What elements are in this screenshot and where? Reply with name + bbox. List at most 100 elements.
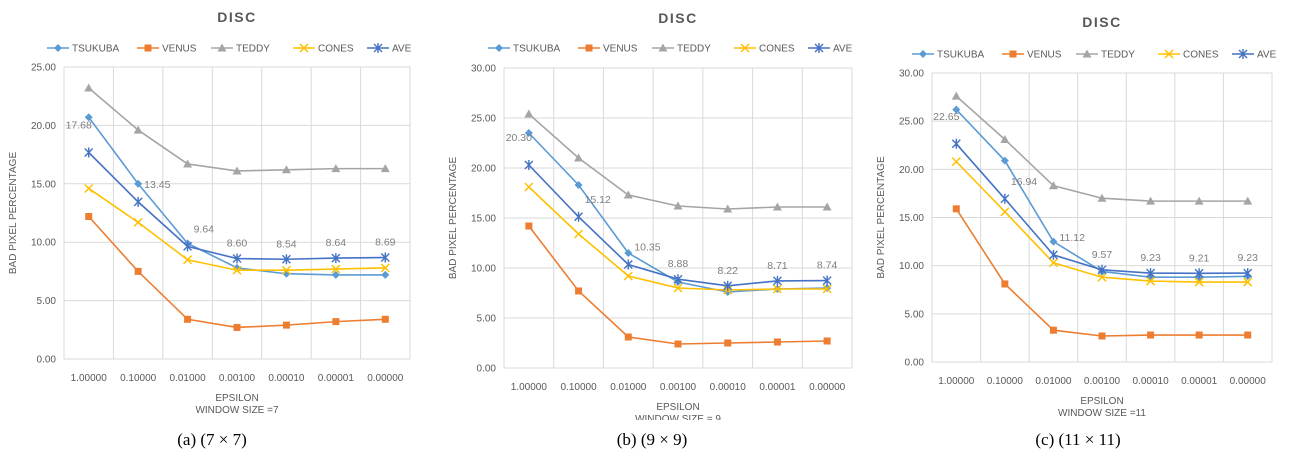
x-tick-label: 0.00010 (268, 373, 305, 384)
figure-caption: (a) (7 × 7) (177, 430, 247, 449)
series-teddy (524, 109, 832, 213)
data-point (1000, 134, 1010, 143)
x-tick-label: 1.00000 (938, 376, 975, 387)
y-tick-label: 10.00 (471, 264, 496, 275)
series-line (88, 215, 386, 329)
x-tick-label: 0.10000 (560, 382, 597, 393)
data-point (1243, 268, 1253, 279)
data-point (951, 138, 961, 149)
data-label: 9.57 (1092, 249, 1113, 261)
data-point (184, 315, 192, 323)
legend-label: VENUS (162, 44, 197, 55)
chart-title: DISC (217, 9, 256, 25)
legend-label: TSUKUBA (72, 44, 120, 55)
data-point (623, 271, 633, 281)
data-point (134, 267, 142, 275)
data-point (951, 157, 961, 167)
data-point (524, 182, 534, 192)
data-point (1000, 193, 1010, 204)
x-tick-label: 0.00001 (318, 373, 355, 384)
legend-item-tsukuba: TSUKUBA (488, 44, 561, 55)
x-axis-sublabel: WINDOW SIZE =11 (1058, 408, 1146, 419)
data-point (1049, 237, 1058, 246)
data-point (623, 190, 633, 199)
y-axis-label: BAD PIXEL PERCENTAGE (448, 157, 459, 280)
x-tick-label: 1.00000 (511, 382, 548, 393)
legend-label: TEDDY (236, 44, 270, 55)
line-chart: DISC TSUKUBA VENUS TEDDY CONES AVE 0.00 5.00 10.… (8, 9, 412, 416)
data-point (133, 217, 143, 227)
x-tick-label: 0.00001 (759, 382, 796, 393)
data-point (1195, 331, 1203, 339)
data-point (1243, 196, 1253, 205)
y-axis-label: BAD PIXEL PERCENTAGE (8, 152, 19, 275)
x-tick-label: 0.01000 (1035, 376, 1072, 387)
legend-item-cones: CONES (293, 43, 354, 55)
legend-label: CONES (1183, 50, 1219, 61)
legend-marker (585, 44, 593, 52)
series-cones (84, 183, 390, 275)
data-label: 8.22 (717, 265, 738, 277)
y-tick-label: 0.00 (37, 355, 57, 366)
data-label: 8.88 (668, 258, 689, 270)
data-point (1194, 277, 1204, 287)
legend-marker (919, 50, 927, 58)
series-line (88, 87, 386, 172)
data-point (133, 125, 143, 134)
legend-marker (217, 43, 227, 52)
legend-item-venus: VENUS (137, 44, 197, 55)
x-tick-label: 0.00001 (1181, 376, 1218, 387)
series-venus (952, 205, 1252, 340)
data-point (524, 129, 533, 137)
x-tick-label: 0.00010 (710, 382, 747, 393)
legend-marker (495, 44, 503, 52)
y-tick-label: 5.00 (477, 314, 497, 325)
data-point (381, 270, 390, 279)
data-point (1243, 277, 1253, 287)
data-point (624, 333, 632, 341)
data-point (84, 83, 94, 92)
data-point (574, 211, 584, 222)
x-tick-label: 0.01000 (169, 373, 206, 384)
series-ave (524, 160, 832, 291)
data-point (380, 164, 390, 173)
y-tick-label: 30.00 (899, 69, 924, 80)
x-tick-label: 0.10000 (120, 373, 157, 384)
data-point (232, 253, 242, 264)
legend-item-tsukuba: TSUKUBA (912, 50, 985, 61)
legend-label: TSUKUBA (937, 50, 985, 61)
legend-item-cones: CONES (734, 43, 795, 55)
line-chart: DISC TSUKUBA VENUS TEDDY CONES AVE 0.00 5.00 10.… (448, 10, 853, 420)
series-teddy (84, 83, 390, 175)
legend-marker (658, 43, 668, 52)
data-label: 8.71 (767, 260, 788, 272)
data-label: 8.69 (375, 237, 396, 249)
data-label: 15.12 (585, 194, 611, 206)
data-point (951, 91, 961, 100)
data-point (822, 275, 832, 286)
legend-item-tsukuba: TSUKUBA (47, 44, 120, 55)
data-point (1097, 264, 1107, 275)
legend-item-teddy: TEDDY (211, 43, 270, 55)
y-tick-label: 15.00 (899, 213, 924, 224)
legend-marker (1009, 50, 1017, 58)
data-point (723, 280, 733, 291)
data-point (1147, 331, 1155, 339)
data-point (331, 270, 340, 279)
data-point (331, 253, 341, 264)
legend-item-ave: AVE (367, 43, 412, 55)
legend-marker (1082, 49, 1092, 58)
data-point (1194, 196, 1204, 205)
series-venus (85, 213, 389, 331)
data-point (673, 274, 683, 285)
data-point (1048, 249, 1058, 260)
y-tick-label: 0.00 (477, 364, 497, 375)
data-point (85, 213, 93, 221)
legend-marker (1238, 49, 1248, 59)
x-tick-label: 0.00010 (1132, 376, 1169, 387)
chart-title: DISC (1082, 14, 1121, 30)
data-label: 16.94 (1011, 176, 1037, 188)
x-tick-label: 0.00100 (1084, 376, 1121, 387)
legend-marker (299, 43, 309, 53)
y-tick-label: 15.00 (471, 214, 496, 225)
